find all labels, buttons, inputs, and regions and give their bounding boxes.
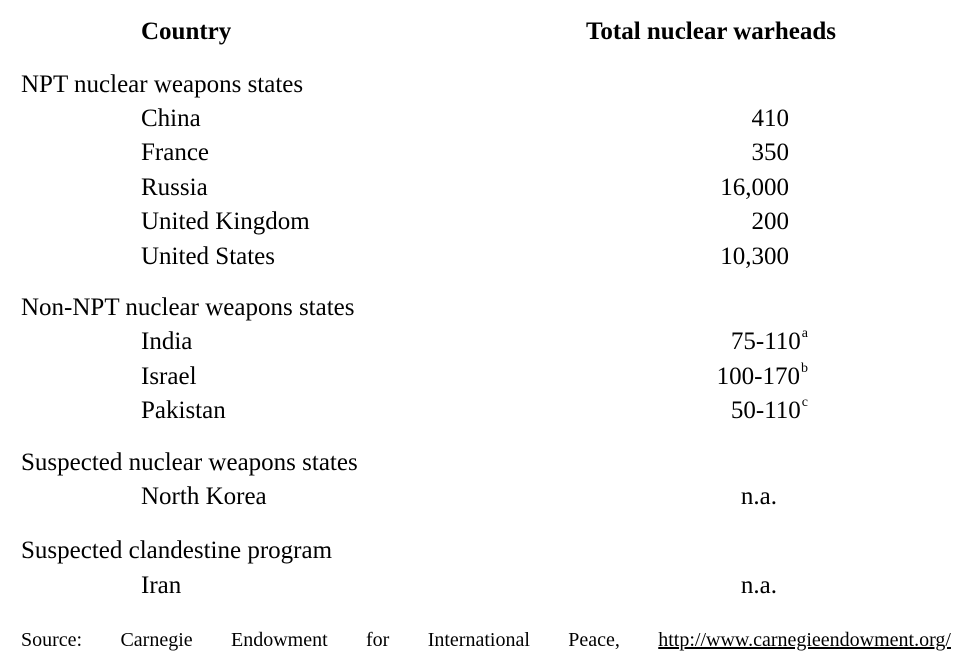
section-title-suspected-states: Suspected nuclear weapons states — [21, 449, 358, 476]
value-cell: 410 — [752, 106, 790, 131]
value-cell: n.a. — [741, 573, 777, 598]
source-word: for — [366, 629, 390, 651]
value-cell: n.a. — [741, 484, 777, 509]
country-cell: United Kingdom — [141, 208, 310, 235]
value-cell: 100-170b — [716, 361, 808, 390]
footnote-marker: b — [801, 361, 808, 376]
value-number: 410 — [751, 105, 790, 132]
country-cell: Israel — [141, 363, 197, 390]
value-number: 100-170 — [716, 363, 800, 390]
value-number: 50-110 — [730, 397, 801, 424]
footnote-marker: a — [801, 326, 808, 341]
column-header-total-warheads: Total nuclear warheads — [586, 18, 837, 45]
column-header-country: Country — [141, 18, 232, 45]
source-word: Source: — [21, 629, 83, 651]
value-cell: 200 — [752, 209, 790, 234]
value-cell: 16,000 — [720, 175, 789, 200]
country-cell: Iran — [141, 572, 182, 599]
value-number: 16,000 — [720, 174, 789, 201]
source-link[interactable]: http://www.carnegieendowment.org/ — [658, 629, 951, 651]
value-cell: 50-110c — [730, 395, 808, 424]
value-cell: 350 — [752, 140, 790, 165]
value-number: 10,300 — [720, 243, 789, 270]
footnote-marker: c — [801, 395, 808, 410]
value-number: n.a. — [740, 572, 777, 599]
value-cell: 75-110a — [730, 326, 808, 355]
value-number: 350 — [751, 139, 790, 166]
source-word: Carnegie — [120, 629, 193, 651]
value-number: 75-110 — [730, 328, 801, 355]
country-cell: France — [141, 139, 210, 166]
value-number: 200 — [751, 208, 790, 235]
country-cell: Pakistan — [141, 397, 226, 424]
source-word: Endowment — [231, 629, 328, 651]
country-cell: China — [141, 105, 201, 132]
source-line: Source: Carnegie Endowment for Internati… — [21, 629, 951, 652]
section-title-non-npt: Non-NPT nuclear weapons states — [21, 294, 355, 321]
country-cell: North Korea — [141, 483, 267, 510]
value-cell: 10,300 — [720, 244, 789, 269]
source-word: International — [427, 629, 530, 651]
source-word: Peace, — [568, 629, 620, 651]
country-cell: United States — [141, 243, 276, 270]
value-number: n.a. — [740, 483, 777, 510]
section-title-clandestine: Suspected clandestine program — [21, 537, 333, 564]
country-cell: India — [141, 328, 193, 355]
country-cell: Russia — [141, 174, 208, 201]
section-title-npt: NPT nuclear weapons states — [21, 71, 304, 98]
